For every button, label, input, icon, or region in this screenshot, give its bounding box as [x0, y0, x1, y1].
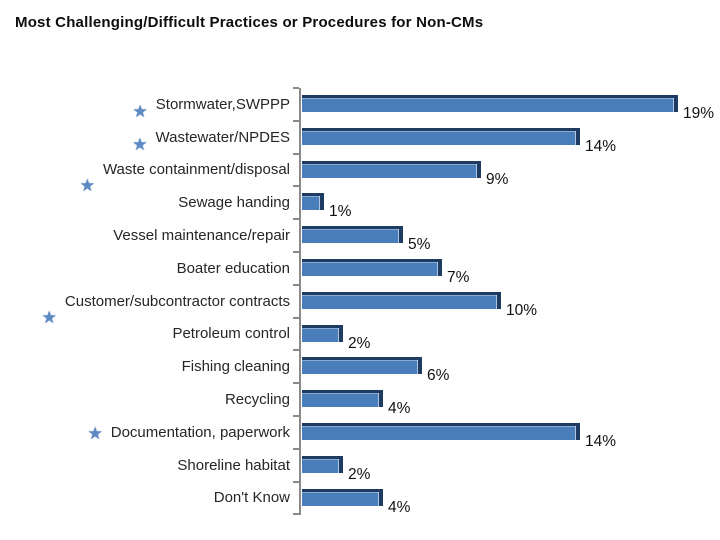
axis-tick: [293, 218, 299, 220]
axis-tick: [293, 415, 299, 417]
axis-tick: [293, 251, 299, 253]
category-label: Vessel maintenance/repair: [0, 219, 290, 252]
axis-tick: [293, 87, 299, 89]
value-label: 7%: [447, 269, 470, 286]
bar: [302, 456, 343, 473]
category-label: ★ Documentation, paperwork: [0, 416, 290, 449]
category-label: Sewage handing: [0, 186, 290, 219]
value-label: 14%: [585, 138, 617, 155]
bar: [302, 390, 383, 407]
axis-tick: [293, 153, 299, 155]
category-label: Petroleum control: [0, 318, 290, 351]
category-label-text: Shoreline habitat: [177, 456, 290, 474]
category-label-text: Wastewater/NPDES: [155, 128, 290, 146]
category-axis: [299, 88, 301, 516]
bar: [302, 161, 481, 178]
bar: [302, 128, 580, 145]
category-label: ★ Wastewater/NPDES: [0, 121, 290, 154]
axis-tick: [293, 284, 299, 286]
bar: [302, 357, 422, 374]
bar: [302, 423, 580, 440]
value-label: 2%: [348, 466, 371, 483]
category-label-text: Stormwater,SWPPP: [155, 95, 290, 113]
axis-tick: [293, 120, 299, 122]
bar: [302, 259, 442, 276]
category-label: Recycling: [0, 383, 290, 416]
star-icon: ★: [132, 134, 148, 154]
category-label-text: Customer/subcontractor contracts: [64, 292, 290, 310]
category-label-text: Waste containment/disposal: [102, 161, 290, 179]
value-label: 9%: [486, 171, 509, 188]
axis-tick: [293, 481, 299, 483]
star-icon: ★: [132, 101, 148, 121]
axis-tick: [293, 317, 299, 319]
value-label: 19%: [683, 105, 715, 122]
bar: [302, 226, 403, 243]
axis-tick: [293, 382, 299, 384]
axis-tick: [293, 349, 299, 351]
star-icon: ★: [87, 423, 103, 443]
category-label-text: Boater education: [176, 259, 290, 277]
category-label: ★ Customer/subcontractor contracts: [0, 285, 290, 326]
category-label: ★ Stormwater,SWPPP: [0, 88, 290, 121]
category-label: Shoreline habitat: [0, 449, 290, 482]
value-label: 1%: [329, 203, 352, 220]
star-icon: ★: [41, 307, 57, 327]
axis-tick: [293, 513, 299, 515]
value-label: 14%: [585, 433, 617, 450]
category-label-text: Documentation, paperwork: [110, 423, 290, 441]
bar: [302, 325, 343, 342]
category-label: Don't Know: [0, 482, 290, 515]
axis-tick: [293, 185, 299, 187]
category-label: Boater education: [0, 252, 290, 285]
bar: [302, 193, 324, 210]
category-label-text: Vessel maintenance/repair: [113, 227, 290, 245]
category-label-text: Sewage handing: [178, 194, 290, 212]
axis-tick: [293, 448, 299, 450]
bar: [302, 95, 678, 112]
chart-title: Most Challenging/Difficult Practices or …: [15, 14, 484, 31]
value-label: 10%: [506, 302, 538, 319]
value-label: 6%: [427, 367, 450, 384]
category-label: Fishing cleaning: [0, 350, 290, 383]
value-label: 4%: [388, 499, 411, 516]
bar: [302, 489, 383, 506]
category-label-text: Recycling: [224, 391, 290, 409]
star-icon: ★: [79, 176, 95, 196]
category-label-text: Don't Know: [213, 489, 290, 507]
value-label: 5%: [408, 236, 431, 253]
category-label-text: Fishing cleaning: [181, 358, 290, 376]
category-label-text: Petroleum control: [172, 325, 290, 343]
category-label: ★ Waste containment/disposal: [0, 154, 290, 194]
value-label: 4%: [388, 400, 411, 417]
bar: [302, 292, 501, 309]
value-label: 2%: [348, 335, 371, 352]
